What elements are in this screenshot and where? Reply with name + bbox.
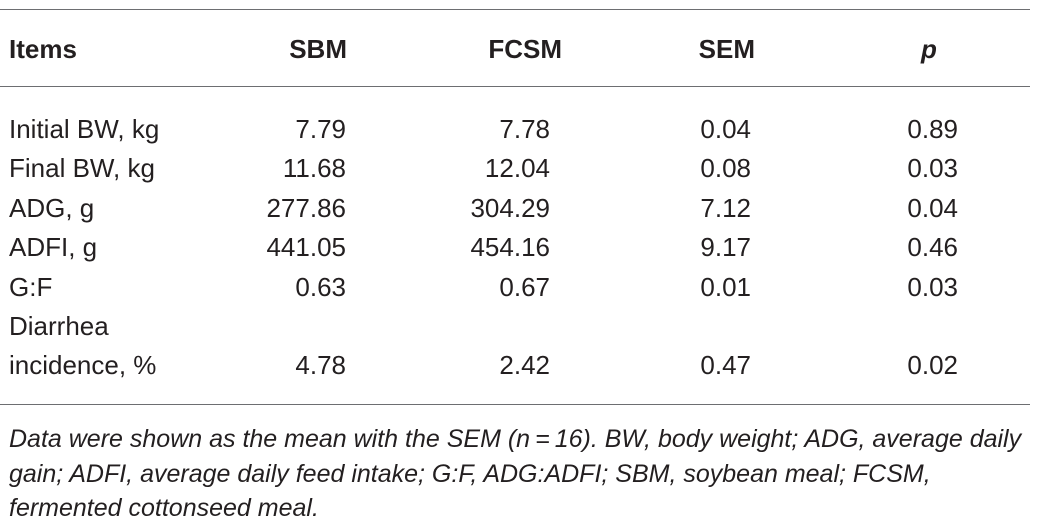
row-sbm: 441.05	[266, 232, 346, 262]
row-sbm: 7.79	[295, 114, 346, 144]
row-sem: 0.08	[700, 153, 751, 183]
row-item: ADG, g	[9, 193, 95, 223]
table-top-rule	[0, 9, 1030, 10]
row-sbm: 4.78	[295, 350, 346, 380]
row-p: 0.02	[907, 350, 958, 380]
header-sbm: SBM	[289, 34, 347, 64]
row-fcsm: 454.16	[470, 232, 550, 262]
row-fcsm: 7.78	[499, 114, 550, 144]
row-fcsm: 12.04	[484, 153, 550, 183]
row-item-line2: incidence, %	[9, 350, 157, 380]
row-sbm: 0.63	[295, 272, 346, 302]
row-sem: 0.01	[700, 272, 751, 302]
table-footnote: Data were shown as the mean with the SEM…	[9, 425, 1022, 522]
row-sem: 7.12	[700, 193, 751, 223]
row-p: 0.46	[907, 232, 958, 262]
row-p: 0.03	[907, 272, 958, 302]
row-item: G:F	[9, 272, 53, 302]
row-sbm: 11.68	[282, 153, 346, 183]
row-fcsm: 0.67	[499, 272, 550, 302]
row-fcsm: 2.42	[499, 350, 550, 380]
header-fcsm: FCSM	[488, 34, 562, 64]
row-sbm: 277.86	[266, 193, 346, 223]
row-item-line1: Diarrhea	[9, 311, 109, 341]
header-items: Items	[9, 34, 77, 64]
table-header-rule	[0, 86, 1030, 87]
header-p: p	[921, 34, 937, 64]
row-p: 0.03	[907, 153, 958, 183]
row-p: 0.89	[907, 114, 958, 144]
table-bottom-rule	[0, 404, 1030, 405]
row-sem: 0.04	[700, 114, 751, 144]
header-sem: SEM	[698, 34, 755, 64]
row-p: 0.04	[907, 193, 958, 223]
row-fcsm: 304.29	[470, 193, 550, 223]
row-sem: 0.47	[700, 350, 751, 380]
row-item: Final BW, kg	[9, 153, 155, 183]
row-item: Initial BW, kg	[9, 114, 160, 144]
row-item: ADFI, g	[9, 232, 98, 262]
row-sem: 9.17	[700, 232, 751, 262]
